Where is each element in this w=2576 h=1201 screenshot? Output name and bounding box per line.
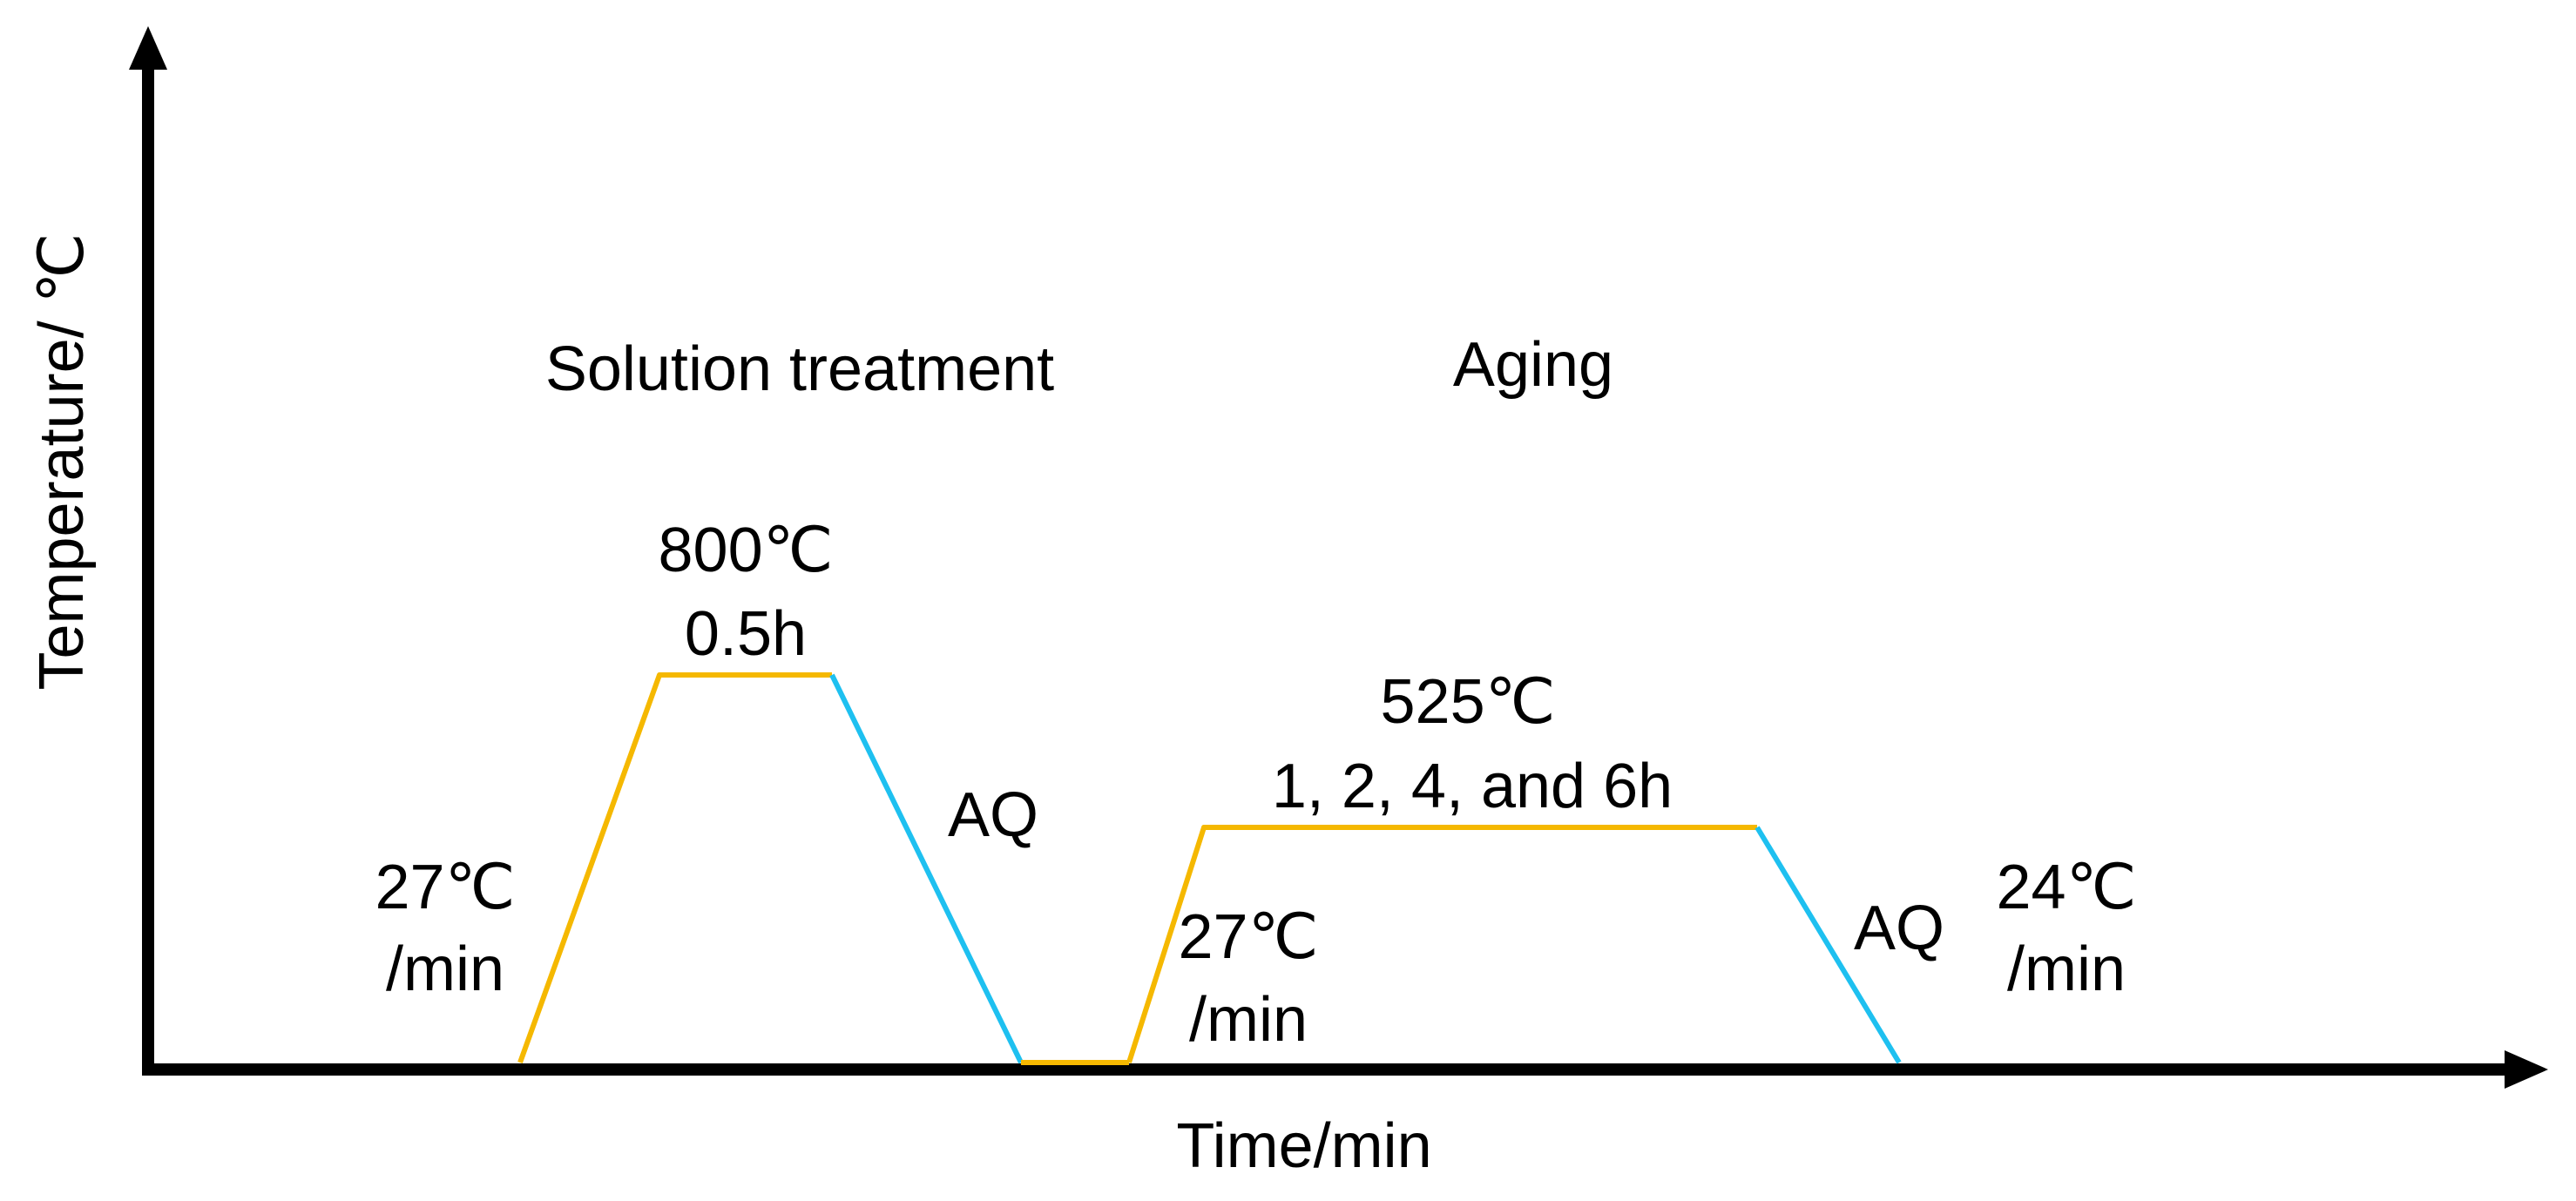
aging-cooling-rate-unit: /min: [2007, 934, 2126, 1004]
aging-heating-rate-unit: /min: [1189, 985, 1308, 1055]
solution-heating-and-hold-segment: [517, 672, 832, 1064]
y-axis-arrowhead: [129, 26, 167, 70]
aging-title: Aging: [1453, 330, 1613, 400]
solution-hold-time-label: 0.5h: [685, 599, 807, 669]
solution-heating-rate-unit: /min: [386, 934, 504, 1004]
aging-quench-segment: [1755, 826, 1902, 1064]
x-axis-arrowhead: [2505, 1050, 2548, 1089]
aging-hold-times-label: 1, 2, 4, and 6h: [1272, 752, 1673, 821]
aging-heating-and-hold-segment: [1126, 825, 1757, 1063]
solution-quench-segment: [829, 673, 1024, 1064]
aging-heating-rate-value: 27℃: [1179, 902, 1319, 972]
solution-hold-temperature-label: 800℃: [659, 516, 834, 585]
aging-quench-label: AQ: [1854, 894, 1944, 963]
solution-treatment-title: Solution treatment: [545, 334, 1054, 404]
solution-heating-rate-value: 27℃: [375, 853, 516, 922]
aging-hold-temperature-label: 525℃: [1381, 667, 1556, 737]
x-axis-label: Time/min: [1176, 1111, 1431, 1181]
y-axis-label: Temperature/ ℃: [27, 233, 97, 690]
solution-quench-label: AQ: [948, 780, 1038, 850]
aging-cooling-rate-value: 24℃: [1997, 853, 2137, 922]
